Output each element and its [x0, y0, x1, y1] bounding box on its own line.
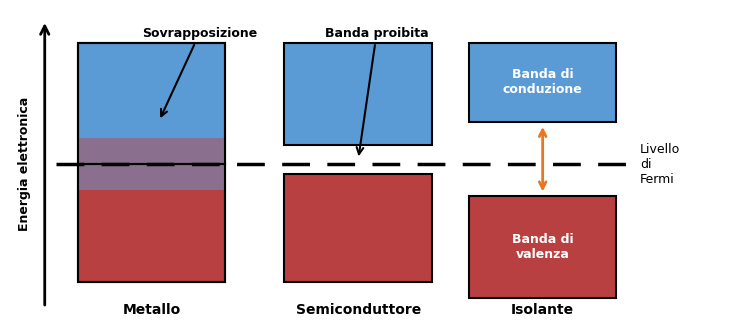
Bar — [78, 164, 225, 282]
Text: Banda proibita: Banda proibita — [325, 27, 428, 154]
Text: Semiconduttore: Semiconduttore — [295, 303, 421, 318]
Bar — [469, 43, 616, 122]
Text: Metallo: Metallo — [122, 303, 181, 318]
Text: Banda di
conduzione: Banda di conduzione — [503, 69, 583, 96]
Bar — [78, 138, 225, 190]
Bar — [284, 174, 432, 282]
Bar — [469, 196, 616, 298]
Text: Isolante: Isolante — [511, 303, 574, 318]
Text: Energia elettronica: Energia elettronica — [19, 97, 31, 231]
Bar — [284, 43, 432, 145]
Bar — [78, 43, 225, 164]
Text: Banda di
valenza: Banda di valenza — [512, 233, 574, 261]
Text: Sovrapposizione: Sovrapposizione — [142, 27, 257, 116]
Bar — [78, 43, 225, 164]
Bar — [78, 164, 225, 282]
Text: Livello
di
Fermi: Livello di Fermi — [640, 142, 680, 186]
